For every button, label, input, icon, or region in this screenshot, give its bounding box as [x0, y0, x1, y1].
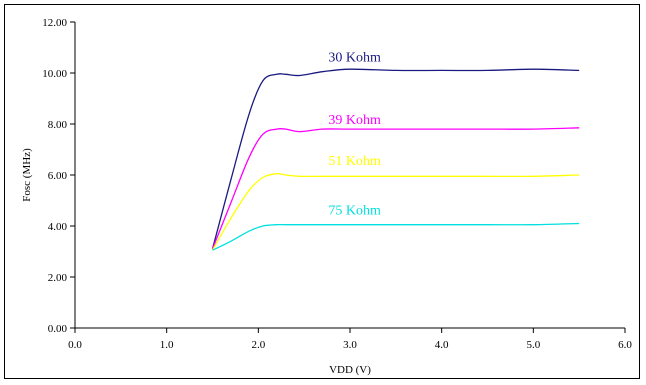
series-label-39-kohm: 39 Kohm: [328, 113, 381, 128]
x-tick-label: 1.0: [160, 339, 174, 351]
y-tick-label: 2.00: [48, 272, 68, 284]
y-axis-label: Fosc (MHz): [21, 148, 33, 202]
y-tick-label: 0.00: [48, 323, 68, 335]
y-tick-label: 12.00: [42, 17, 67, 29]
x-tick-label: 5.0: [526, 339, 540, 351]
series-line-30-kohm: [211, 68, 580, 250]
y-tick-label: 4.00: [48, 221, 68, 233]
plot-axes: [74, 22, 625, 329]
y-tick-label: 10.00: [42, 68, 67, 80]
series-label-30-kohm: 30 Kohm: [328, 51, 381, 66]
x-tick-label: 4.0: [435, 339, 449, 351]
series-label-75-kohm: 75 Kohm: [328, 204, 381, 219]
series-line-75-kohm: [212, 222, 580, 251]
series-line-39-kohm: [211, 127, 580, 250]
x-tick-label: 6.0: [618, 339, 632, 351]
series-labels: 30 Kohm 39 Kohm 51 Kohm 75 Kohm: [328, 51, 381, 219]
x-tick-label: 2.0: [251, 339, 265, 351]
series-label-51-kohm: 51 Kohm: [328, 154, 381, 169]
series-line-51-kohm: [211, 172, 580, 251]
x-tick-label: 0.0: [68, 339, 82, 351]
series-lines: [211, 68, 580, 251]
axis-ticks: 0.00 2.00 4.00 6.00 8.00 10.00 12.00 0.0 1.0 2.0 3…: [42, 17, 632, 351]
y-tick-label: 8.00: [48, 119, 68, 131]
x-tick-label: 3.0: [343, 339, 357, 351]
y-tick-label: 6.00: [48, 170, 68, 182]
chart-frame: [4, 4, 640, 379]
x-axis-label: VDD (V): [329, 364, 371, 376]
